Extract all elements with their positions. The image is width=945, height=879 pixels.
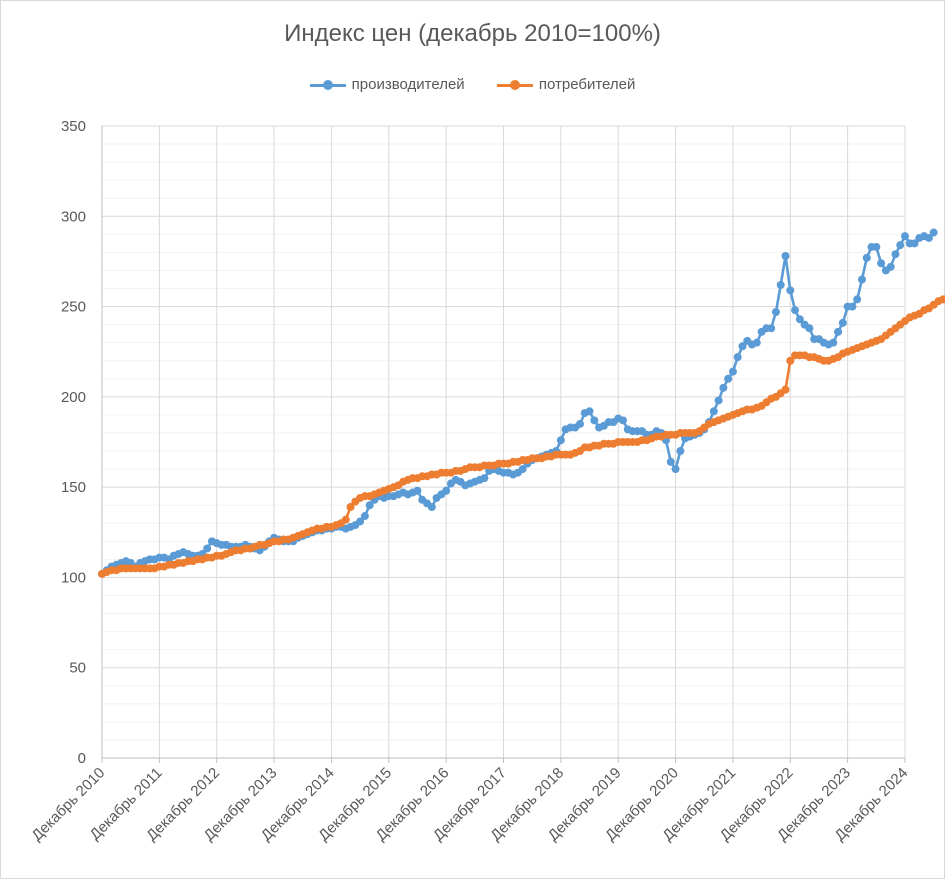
- series-point-producers: [857, 275, 866, 284]
- series-point-producers: [728, 367, 737, 376]
- series-point-consumers: [346, 503, 355, 512]
- series-point-producers: [853, 295, 862, 304]
- series-point-producers: [877, 259, 886, 268]
- series-point-consumers: [786, 356, 795, 365]
- series-point-producers: [360, 512, 369, 521]
- series-point-producers: [791, 306, 800, 315]
- series-point-producers: [671, 465, 680, 474]
- y-tick-label: 200: [61, 389, 86, 406]
- series-point-producers: [901, 232, 909, 241]
- series-point-producers: [795, 315, 804, 324]
- series-point-producers: [618, 416, 627, 425]
- series-point-producers: [848, 302, 857, 311]
- series-point-producers: [365, 501, 374, 510]
- series-point-consumers: [939, 295, 945, 304]
- series-point-producers: [719, 383, 728, 392]
- series-point-producers: [738, 342, 747, 351]
- y-tick-label: 50: [69, 660, 86, 677]
- series-line-consumers: [101, 297, 945, 576]
- series-point-consumers: [341, 515, 350, 524]
- series-point-producers: [829, 338, 838, 347]
- legend-label-producers: производителей: [351, 76, 465, 93]
- series-point-producers: [518, 465, 527, 474]
- series-point-producers: [872, 242, 881, 251]
- legend-swatch-producers: [309, 79, 346, 91]
- series-point-consumers: [781, 385, 790, 394]
- series-point-producers: [427, 503, 436, 512]
- y-tick-label: 100: [61, 569, 86, 586]
- series-line-producers: [101, 231, 935, 575]
- series-point-producers: [929, 228, 938, 237]
- series-point-producers: [356, 517, 365, 526]
- series-point-producers: [896, 241, 905, 250]
- series-point-producers: [886, 262, 895, 271]
- series-point-producers: [752, 338, 761, 347]
- legend-label-consumers: потребителей: [538, 76, 636, 93]
- chart-title: Индекс цен (декабрь 2010=100%): [284, 20, 661, 47]
- series-point-producers: [585, 407, 594, 416]
- y-tick-label: 300: [61, 208, 86, 225]
- series-point-producers: [442, 486, 451, 495]
- series-point-producers: [805, 324, 814, 333]
- series-point-producers: [924, 233, 933, 242]
- series-point-producers: [910, 239, 919, 248]
- series-point-producers: [666, 457, 675, 466]
- series-point-producers: [862, 253, 871, 262]
- series-point-producers: [767, 324, 776, 333]
- legend: производителей потребителей: [0, 76, 945, 95]
- series-point-producers: [203, 544, 212, 553]
- series-point-producers: [781, 252, 790, 261]
- series-point-producers: [709, 407, 718, 416]
- series-point-producers: [771, 307, 780, 316]
- y-tick-label: 0: [78, 750, 86, 767]
- series-point-producers: [838, 318, 847, 327]
- series-point-producers: [733, 353, 742, 362]
- series-point-producers: [590, 416, 599, 425]
- series-point-producers: [575, 419, 584, 428]
- series-point-producers: [834, 327, 843, 336]
- series-point-producers: [413, 486, 422, 495]
- legend-swatch-consumers: [496, 79, 533, 91]
- y-tick-label: 350: [61, 118, 86, 135]
- series-point-producers: [776, 280, 785, 289]
- legend-item-producers: производителей: [309, 76, 465, 93]
- series-point-producers: [724, 374, 733, 383]
- series-point-producers: [480, 474, 489, 483]
- y-tick-label: 250: [61, 299, 86, 316]
- series-point-producers: [556, 436, 565, 445]
- y-tick-label: 150: [61, 479, 86, 496]
- series-point-producers: [891, 250, 900, 259]
- series-point-producers: [714, 396, 723, 405]
- legend-item-consumers: потребителей: [496, 76, 636, 93]
- series-point-producers: [676, 447, 685, 456]
- series-point-producers: [786, 286, 795, 295]
